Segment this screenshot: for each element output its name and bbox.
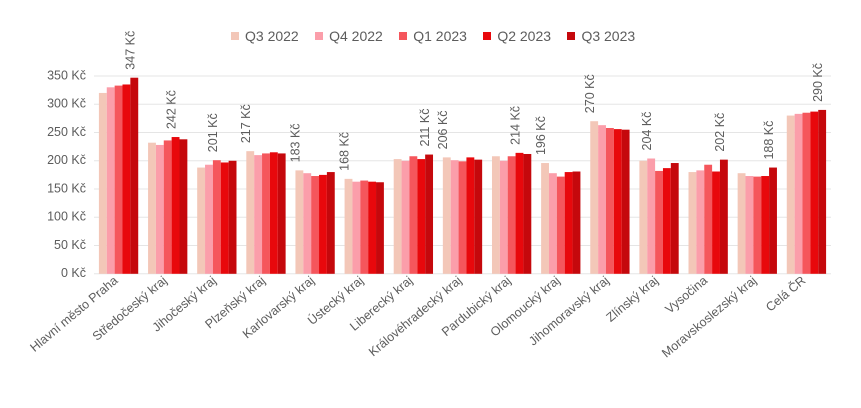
svg-text:Vysočina: Vysočina bbox=[663, 273, 711, 316]
svg-text:168 Kč: 168 Kč bbox=[338, 132, 352, 171]
svg-text:Hlavní město Praha: Hlavní město Praha bbox=[27, 273, 120, 354]
svg-text:100 Kč: 100 Kč bbox=[47, 210, 86, 224]
svg-text:270 Kč: 270 Kč bbox=[583, 74, 597, 113]
svg-text:300 Kč: 300 Kč bbox=[47, 97, 86, 111]
svg-text:50 Kč: 50 Kč bbox=[54, 238, 86, 252]
svg-text:347 Kč: 347 Kč bbox=[123, 31, 137, 70]
svg-text:Celá ČR: Celá ČR bbox=[763, 273, 809, 315]
svg-text:Královéhradecký kraj: Královéhradecký kraj bbox=[366, 273, 464, 359]
svg-text:202 Kč: 202 Kč bbox=[713, 113, 727, 152]
svg-text:204 Kč: 204 Kč bbox=[640, 112, 654, 151]
svg-text:206 Kč: 206 Kč bbox=[436, 110, 450, 149]
svg-text:211 Kč: 211 Kč bbox=[418, 109, 432, 147]
svg-text:200 Kč: 200 Kč bbox=[47, 153, 86, 167]
svg-text:150 Kč: 150 Kč bbox=[47, 181, 86, 195]
svg-text:214 Kč: 214 Kč bbox=[508, 106, 522, 145]
svg-text:201 Kč: 201 Kč bbox=[206, 113, 220, 152]
svg-text:188 Kč: 188 Kč bbox=[762, 121, 776, 160]
svg-text:Moravskoslezský kraj: Moravskoslezský kraj bbox=[659, 273, 759, 360]
svg-text:Zlínský kraj: Zlínský kraj bbox=[604, 273, 661, 324]
svg-text:350 Kč: 350 Kč bbox=[47, 68, 86, 82]
svg-text:196 Kč: 196 Kč bbox=[534, 116, 548, 155]
svg-text:242 Kč: 242 Kč bbox=[165, 90, 179, 129]
svg-text:0 Kč: 0 Kč bbox=[61, 266, 86, 280]
svg-text:217 Kč: 217 Kč bbox=[239, 104, 253, 143]
svg-text:183 Kč: 183 Kč bbox=[288, 123, 302, 162]
svg-text:290 Kč: 290 Kč bbox=[811, 63, 825, 102]
svg-text:250 Kč: 250 Kč bbox=[47, 125, 86, 139]
